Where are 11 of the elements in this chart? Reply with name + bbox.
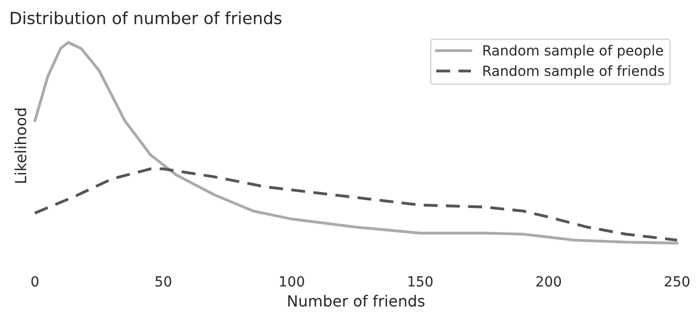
x-tick-label: 0 — [31, 276, 38, 287]
x-tick-label: 200 — [536, 276, 561, 287]
x-tick-label: 100 — [280, 276, 304, 287]
chart-title: Distribution of number of friends — [10, 11, 282, 24]
x-tick-label: 250 — [664, 276, 690, 287]
x-tick-label: 50 — [156, 276, 172, 287]
x-tick-label: 150 — [408, 276, 433, 287]
legend-label: Random sample of people — [483, 44, 664, 58]
x-axis-title: Number of friends — [288, 294, 424, 307]
y-axis-title: Likelihood — [14, 108, 26, 183]
legend-label: Random sample of friends — [483, 65, 664, 79]
